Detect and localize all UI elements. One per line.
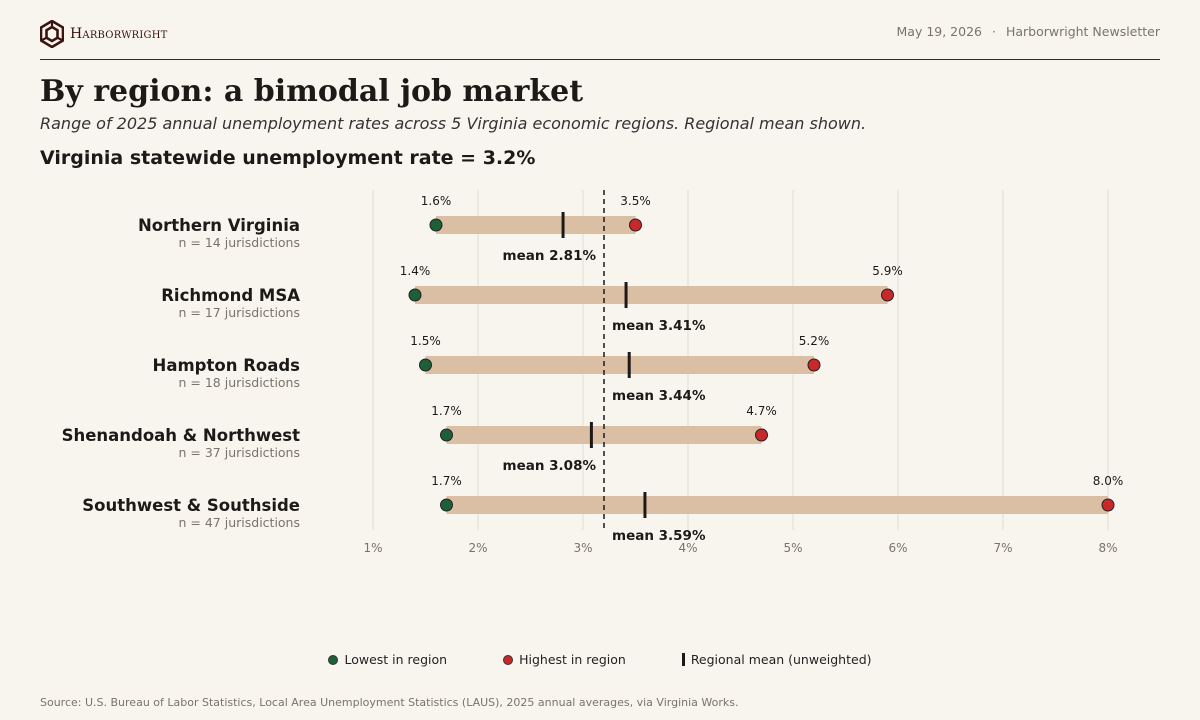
x-tick-label: 5% [783,541,802,555]
mean-value-label: mean 3.41% [612,318,706,334]
mean-value-label: mean 3.59% [612,528,706,544]
issue-date: May 19, 2026 [896,24,982,39]
low-value-label: 1.6% [421,194,452,208]
low-point [419,358,432,372]
region-count: n = 37 jurisdictions [179,445,300,460]
x-tick-label: 1% [363,541,382,555]
high-dot-icon [503,654,514,665]
low-point [440,428,453,442]
low-value-label: 1.5% [410,334,441,348]
harborwright-logo-icon [40,20,64,48]
legend-item-mean: Regional mean (unweighted) [681,652,872,667]
x-tick-label: 7% [993,541,1012,555]
legend-high-label: Highest in region [519,652,626,667]
chart-legend: Lowest in region Highest in region Regio… [0,652,1200,667]
high-value-label: 8.0% [1093,474,1124,488]
range-bar [415,286,888,304]
low-point [440,498,453,512]
x-tick-label: 4% [678,541,697,555]
region-name: Hampton Roads [153,356,301,375]
x-tick-label: 3% [573,541,592,555]
mean-value-label: mean 2.81% [503,248,597,264]
region-count: n = 47 jurisdictions [179,515,300,530]
region-name: Richmond MSA [161,286,300,305]
high-value-label: 4.7% [746,404,777,418]
low-dot-icon [328,654,339,665]
region-name: Southwest & Southside [82,496,300,515]
mean-value-label: mean 3.08% [503,458,597,474]
region-name: Northern Virginia [138,216,300,235]
mean-tick-icon [681,653,685,666]
high-point [755,428,768,442]
high-point [1101,498,1115,512]
x-tick-label: 8% [1098,541,1117,555]
high-value-label: 5.9% [872,264,903,278]
legend-item-high: Highest in region [503,652,626,667]
range-bar [446,496,1108,514]
dateline: May 19, 2026 · Harborwright Newsletter [897,24,1161,39]
page-title: By region: a bimodal job market [40,74,584,109]
region-count: n = 18 jurisdictions [179,375,300,390]
region-count: n = 17 jurisdictions [179,305,300,320]
mean-value-label: mean 3.44% [612,388,706,404]
legend-mean-label: Regional mean (unweighted) [690,652,872,667]
high-value-label: 3.5% [620,194,651,208]
high-value-label: 5.2% [799,334,830,348]
newsletter-name: Harborwright Newsletter [1005,24,1160,39]
statewide-headline: Virginia statewide unemployment rate = 3… [40,147,536,169]
high-point [629,218,642,232]
low-value-label: 1.4% [400,264,431,278]
low-point [408,288,422,302]
range-bar [425,356,814,374]
x-tick-label: 2% [468,541,487,555]
legend-item-low: Lowest in region [328,652,447,667]
low-value-label: 1.7% [431,474,462,488]
region-count: n = 14 jurisdictions [179,235,300,250]
low-point [429,218,443,232]
dateline-separator: · [991,24,996,39]
region-name: Shenandoah & Northwest [62,426,301,445]
brand-name: Harborwright [70,26,168,42]
page-subtitle: Range of 2025 annual unemployment rates … [40,114,867,133]
range-bar [436,216,636,234]
high-point [807,358,821,372]
source-note: Source: U.S. Bureau of Labor Statistics,… [40,696,739,709]
x-tick-label: 6% [888,541,907,555]
low-value-label: 1.7% [431,404,462,418]
brand: Harborwright [40,20,168,48]
legend-low-label: Lowest in region [344,652,448,667]
high-point [881,288,894,302]
header-rule [40,59,1160,60]
